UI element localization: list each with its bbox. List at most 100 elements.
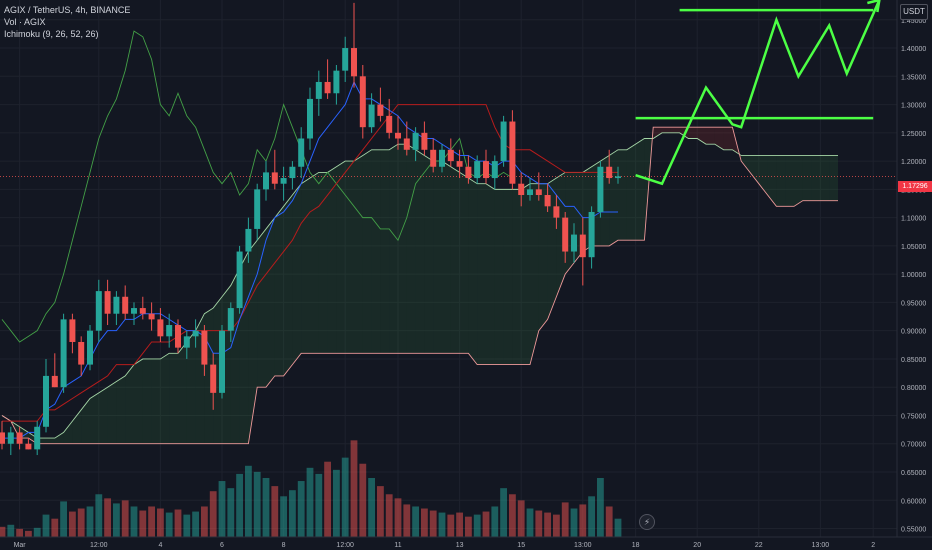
volume-bar [385,494,393,537]
cloud-segment [318,172,328,354]
volume-bar [121,500,129,537]
cloud-segment [750,155,759,184]
cloud-segment [81,398,90,444]
price-tick-label: 1.20000 [901,159,926,166]
volume-bar [500,488,507,537]
candle-body [597,166,604,212]
volume-bar [544,512,551,537]
ichimoku-indicator-label[interactable]: Ichimoku (9, 26, 52, 26) [4,29,99,39]
lagging-span-line [1,30,513,343]
volume-bar [236,473,243,537]
candle-body [403,138,410,150]
candle-body [51,375,58,388]
volume-bar [588,496,595,537]
price-tick-label: 1.10000 [901,216,926,223]
price-tick-label: 1.25000 [901,131,926,138]
volume-bar [517,500,525,537]
time-tick-label: 15 [517,542,525,549]
projection-path [635,0,881,186]
volume-bar [271,486,279,537]
candle-body [421,132,428,150]
price-tick-label: 1.45000 [901,18,926,25]
volume-bar [473,514,481,537]
price-tick-label: 0.95000 [901,300,926,307]
volume-bar [306,467,314,537]
candle-body [131,308,137,314]
time-tick-label: 22 [755,542,763,549]
cloud-segment [706,127,715,145]
volume-indicator-label[interactable]: Vol · AGIX [4,17,46,27]
last-price-tag: 1.17296 [898,181,932,192]
time-tick-label: 2 [871,542,875,549]
volume-bar [359,463,367,537]
candle-body [192,330,199,337]
candle-body [157,319,164,337]
volume-bar [130,506,138,537]
cloud-segment [292,183,302,365]
candle-body [474,161,481,179]
volume-bar [368,477,375,537]
cloud-segment [415,149,425,354]
candle-body [544,195,551,207]
candle-body [439,149,445,167]
candle-body [368,104,375,128]
price-tick-label: 1.00000 [901,272,926,279]
candle-body [447,149,454,162]
chart-legend: AGIX / TetherUS, 4h, BINANCE Vol · AGIX … [4,4,130,40]
candle-body [25,443,32,450]
cloud-segment [336,161,346,354]
volume-bar [95,494,103,537]
volume-bar [605,506,613,537]
volume-bar [104,498,111,537]
time-tick-label: 12:00 [336,542,354,549]
volume-bar [262,477,270,537]
price-tick-label: 0.70000 [901,442,926,449]
leading-span-b-line [1,126,838,445]
candle-body [588,211,595,258]
volume-bar [209,491,217,537]
currency-button[interactable]: USDT [900,4,928,20]
candle-body [553,206,560,218]
volume-bar [42,514,50,537]
candle-body [359,76,366,128]
candle-body [509,121,516,184]
price-tick-label: 1.05000 [901,244,926,251]
candle-body [500,121,507,162]
lightning-icon[interactable]: ⚡ [639,514,655,530]
volume-bar [16,528,23,537]
candle-body [518,183,525,196]
volume-bar [570,508,578,537]
candle-body [307,98,313,139]
time-tick-label: 13 [456,542,464,549]
price-tick-label: 0.65000 [901,470,926,477]
cloud-segment [63,421,73,444]
cloud-segment [406,144,416,354]
time-tick-label: 6 [220,542,224,549]
arrow-head [867,0,881,13]
volume-bar [403,504,411,537]
cloud-segment [538,183,548,331]
price-tick-label: 0.90000 [901,329,926,336]
volume-bar [33,527,41,537]
symbol-title[interactable]: AGIX / TetherUS, 4h, BINANCE [4,5,131,15]
candle-body [219,330,225,393]
volume-bar [482,511,490,537]
cloud-segment [186,330,196,444]
candle-body [7,432,14,444]
volume-bar [438,512,446,537]
cloud-segment [362,149,372,354]
cloud-segment [829,155,838,201]
candle-body [43,375,49,427]
volume-bar [597,477,604,537]
cloud-segment [785,155,794,207]
volume-bar [465,516,472,537]
candle-body [298,138,305,167]
candle-body [491,161,498,179]
cloud-segment [450,166,460,354]
time-tick-label: 13:00 [574,542,592,549]
volume-bar [139,510,147,537]
cloud-segment [90,392,99,444]
cloud-segment [521,183,530,365]
time-tick-label: 8 [282,542,286,549]
